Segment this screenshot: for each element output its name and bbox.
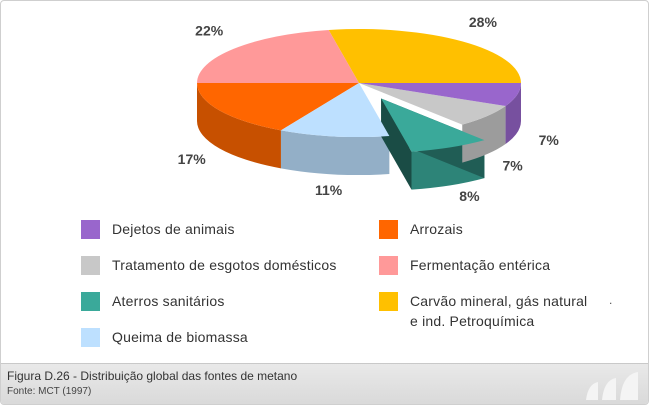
slice-value-label: 7% — [539, 132, 560, 148]
pie-side-wall — [462, 105, 506, 163]
pie-chart: 28% 22% 17% 11% 8% 7% 7% — [178, 14, 560, 204]
slice-value-label: 17% — [178, 151, 207, 167]
legend-swatch — [81, 328, 100, 347]
slice-value-label: 22% — [195, 23, 224, 39]
legend-item-dejetos: Dejetos de animais — [81, 219, 235, 239]
slice-value-label: 11% — [315, 182, 343, 198]
pie-slice-0 — [328, 29, 521, 83]
pie-slice-3 — [280, 83, 390, 137]
figure-caption: Figura D.26 - Distribuição global das fo… — [7, 369, 298, 383]
legend-label: Dejetos de animais — [112, 221, 235, 237]
slice-value-label: 8% — [459, 188, 480, 204]
legend-label: Arrozais — [410, 221, 463, 237]
legend-label: Fermentação entérica — [410, 257, 551, 273]
pie-side-wall — [280, 130, 390, 175]
figure-source: Fonte: MCT (1997) — [7, 386, 92, 397]
stray-dot: . — [609, 293, 613, 307]
legend-item-fermentacao: Fermentação entérica — [379, 255, 550, 275]
legend: Dejetos de animais Arrozais Tratamento d… — [81, 215, 621, 355]
pie-slice-2 — [197, 83, 359, 131]
pie-slice-5 — [359, 83, 506, 125]
pie-side-wall — [505, 83, 521, 144]
legend-label: Queima de biomassa — [112, 329, 248, 345]
legend-label: Aterros sanitários — [112, 293, 225, 309]
pie-slice-1 — [197, 29, 359, 83]
legend-label: Tratamento de esgotos domésticos — [112, 257, 337, 273]
pie-side-wall — [197, 83, 281, 169]
caption-bar: Figura D.26 - Distribuição global das fo… — [1, 363, 648, 404]
legend-swatch — [379, 220, 398, 239]
legend-item-arrozais: Arrozais — [379, 219, 463, 239]
legend-item-queima: Queima de biomassa — [81, 327, 248, 347]
pie-slice-6 — [359, 83, 521, 106]
legend-swatch — [379, 292, 398, 311]
slice-value-label: 28% — [469, 14, 498, 30]
legend-item-aterros: Aterros sanitários — [81, 291, 225, 311]
pie-cut-face — [381, 98, 412, 190]
legend-item-carvao: Carvão mineral, gás natural e ind. Petro… — [379, 291, 612, 331]
legend-swatch — [379, 256, 398, 275]
decorative-stripes-icon — [586, 372, 638, 400]
legend-swatch — [81, 256, 100, 275]
legend-swatch — [81, 220, 100, 239]
legend-item-tratamento: Tratamento de esgotos domésticos — [81, 255, 337, 275]
slice-value-label: 7% — [502, 158, 523, 174]
legend-swatch — [81, 292, 100, 311]
pie-slice-4 — [381, 98, 485, 152]
legend-label: Carvão mineral, gás natural e ind. Petro… — [410, 293, 588, 329]
